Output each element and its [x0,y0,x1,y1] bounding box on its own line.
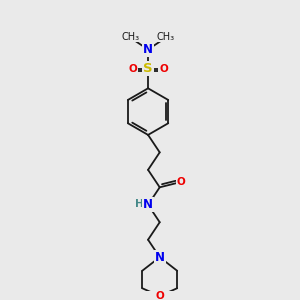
Text: O: O [128,64,137,74]
Text: O: O [177,178,185,188]
Text: N: N [143,198,153,211]
Text: N: N [155,251,165,264]
Text: S: S [143,62,153,75]
Text: CH₃: CH₃ [157,32,175,42]
Text: O: O [159,64,168,74]
Text: O: O [155,291,164,300]
Text: H: H [135,199,144,209]
Text: CH₃: CH₃ [122,32,140,42]
Text: N: N [143,43,153,56]
